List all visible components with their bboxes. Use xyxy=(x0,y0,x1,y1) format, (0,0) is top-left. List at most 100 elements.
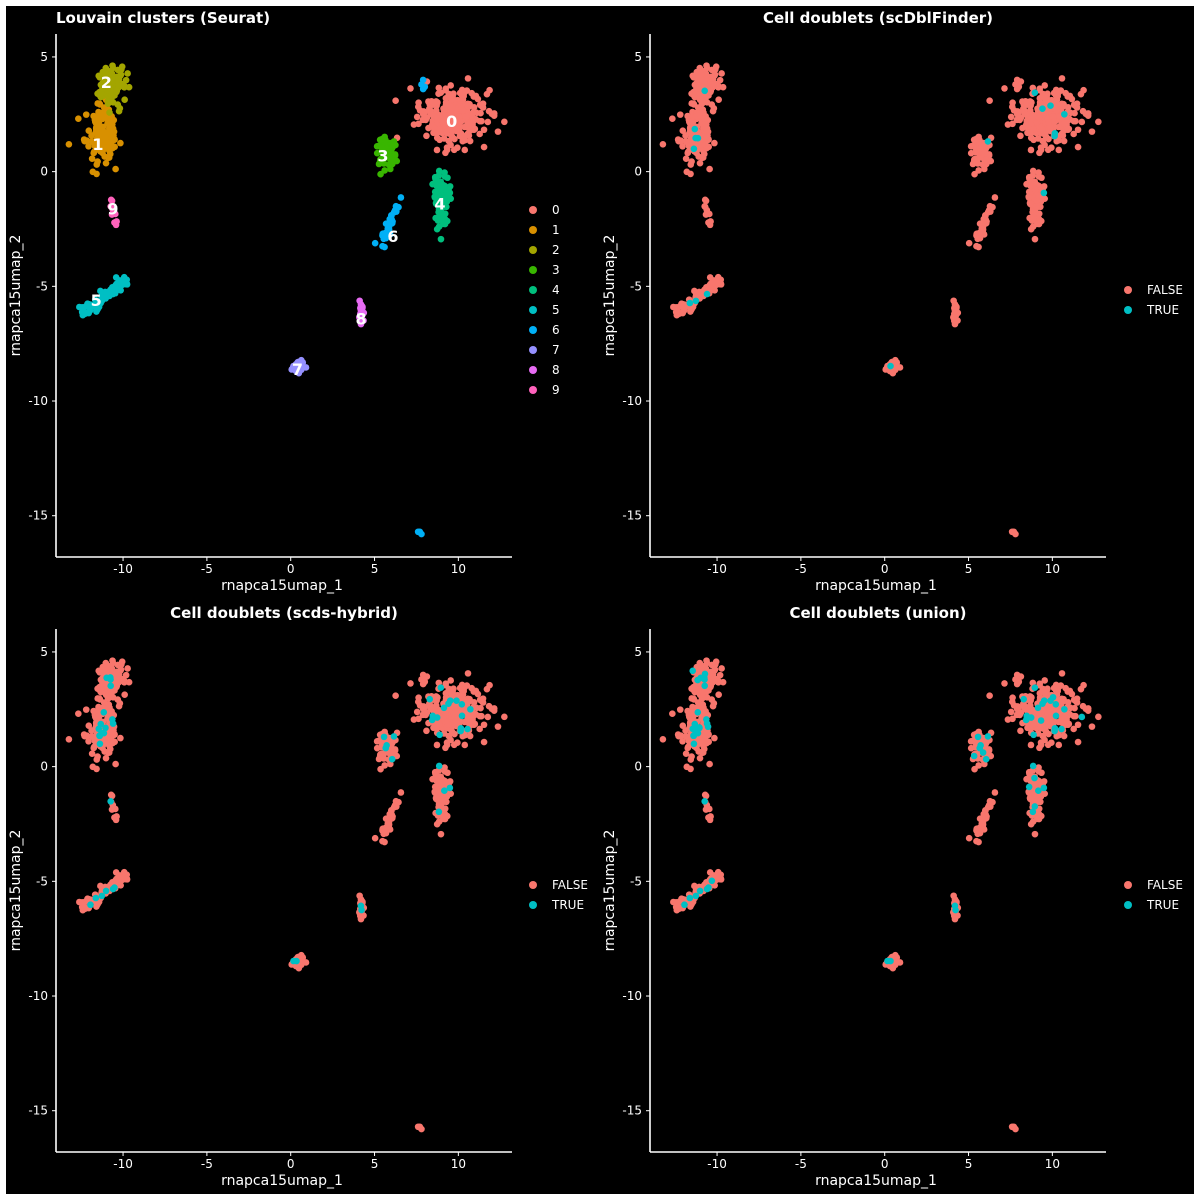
legend-label: 3 xyxy=(552,263,560,277)
data-point xyxy=(682,727,689,734)
legend-label: 9 xyxy=(552,383,560,397)
data-point xyxy=(719,678,727,686)
data-point-doublet xyxy=(440,704,448,712)
data-point xyxy=(1017,709,1025,716)
data-point xyxy=(991,194,999,201)
data-point-doublet xyxy=(441,787,448,795)
legend-key xyxy=(1124,286,1132,294)
data-point xyxy=(79,306,87,314)
data-point xyxy=(1009,99,1016,106)
data-point xyxy=(357,915,365,923)
data-point xyxy=(1037,217,1045,225)
data-point xyxy=(423,132,430,140)
y-tick-label: 5 xyxy=(634,50,642,64)
data-point xyxy=(690,683,697,691)
data-point xyxy=(115,107,123,115)
legend-key xyxy=(1124,306,1132,314)
data-point xyxy=(446,102,454,110)
data-point xyxy=(433,182,440,190)
data-point xyxy=(705,143,713,151)
data-point xyxy=(95,72,103,80)
data-point xyxy=(448,96,456,104)
data-point xyxy=(457,131,464,139)
data-point xyxy=(1004,716,1012,723)
chart-panel-3: Cell doublets (scds-hybrid) -10 -5 0 5 10 5 0 -5… xyxy=(8,604,588,1189)
chart-title: Cell doublets (scds-hybrid) xyxy=(170,604,398,622)
data-point xyxy=(951,915,959,923)
data-point xyxy=(104,749,112,757)
data-point xyxy=(457,97,464,104)
data-point xyxy=(88,727,95,734)
data-point xyxy=(1029,223,1037,230)
y-tick-label: 5 xyxy=(40,645,48,659)
data-point xyxy=(466,137,474,145)
data-point xyxy=(1074,143,1082,151)
data-point xyxy=(719,83,727,91)
data-point xyxy=(1027,741,1035,749)
data-point-doublet xyxy=(1051,132,1058,140)
data-point xyxy=(83,137,91,145)
data-point xyxy=(441,210,449,217)
data-point xyxy=(706,869,714,876)
data-point xyxy=(105,77,113,84)
data-point xyxy=(426,107,434,114)
legend-label: 5 xyxy=(552,303,560,317)
data-point xyxy=(121,280,128,288)
data-point xyxy=(490,110,498,117)
data-point xyxy=(1071,109,1078,117)
data-point xyxy=(459,732,466,740)
data-point xyxy=(356,892,363,900)
data-point-doublet xyxy=(703,290,711,298)
data-point xyxy=(1009,694,1016,701)
data-point xyxy=(93,161,101,168)
data-point xyxy=(1035,764,1042,771)
data-point-doublet xyxy=(107,674,114,681)
data-point xyxy=(295,369,303,377)
data-point xyxy=(111,738,119,746)
data-point-doublet xyxy=(984,733,992,740)
data-point xyxy=(696,69,703,77)
data-point xyxy=(1060,137,1068,145)
data-point xyxy=(1036,744,1043,752)
data-point xyxy=(1062,684,1070,692)
x-tick-label: 0 xyxy=(287,1157,295,1171)
data-point xyxy=(715,280,722,288)
data-point-doublet xyxy=(1052,701,1060,708)
y-tick-label: 0 xyxy=(40,165,48,179)
x-tick-label: 5 xyxy=(371,1157,379,1171)
data-point-doublet xyxy=(382,744,390,752)
data-point xyxy=(93,170,100,178)
data-point xyxy=(441,764,448,771)
data-point xyxy=(951,305,959,313)
data-point xyxy=(432,200,440,208)
data-point xyxy=(84,300,91,307)
data-point xyxy=(1095,713,1102,721)
data-point-doublet xyxy=(426,695,434,703)
data-point xyxy=(950,892,957,900)
data-point xyxy=(896,959,904,966)
data-point xyxy=(1042,96,1050,104)
data-point xyxy=(965,239,973,247)
data-point-doublet xyxy=(701,87,708,95)
cluster-label: 3 xyxy=(377,147,388,166)
x-tick-label: 5 xyxy=(371,562,379,576)
legend-label: TRUE xyxy=(551,898,584,912)
y-tick-label: -10 xyxy=(28,394,48,408)
cluster-label: 6 xyxy=(387,227,398,246)
y-tick-label: -15 xyxy=(28,1104,48,1118)
data-point xyxy=(121,691,128,699)
data-point xyxy=(975,838,982,846)
data-point-doublet xyxy=(1040,189,1048,197)
data-point xyxy=(85,142,92,150)
data-point-doublet xyxy=(464,725,471,733)
data-point xyxy=(687,161,695,168)
data-point xyxy=(295,964,303,972)
data-point xyxy=(477,704,484,712)
data-point xyxy=(1053,732,1060,740)
data-point-doublet xyxy=(1022,716,1030,724)
data-point xyxy=(982,807,989,814)
data-point xyxy=(112,869,120,876)
data-point-doublet xyxy=(984,138,992,145)
data-point xyxy=(65,735,73,743)
data-point xyxy=(376,136,384,144)
